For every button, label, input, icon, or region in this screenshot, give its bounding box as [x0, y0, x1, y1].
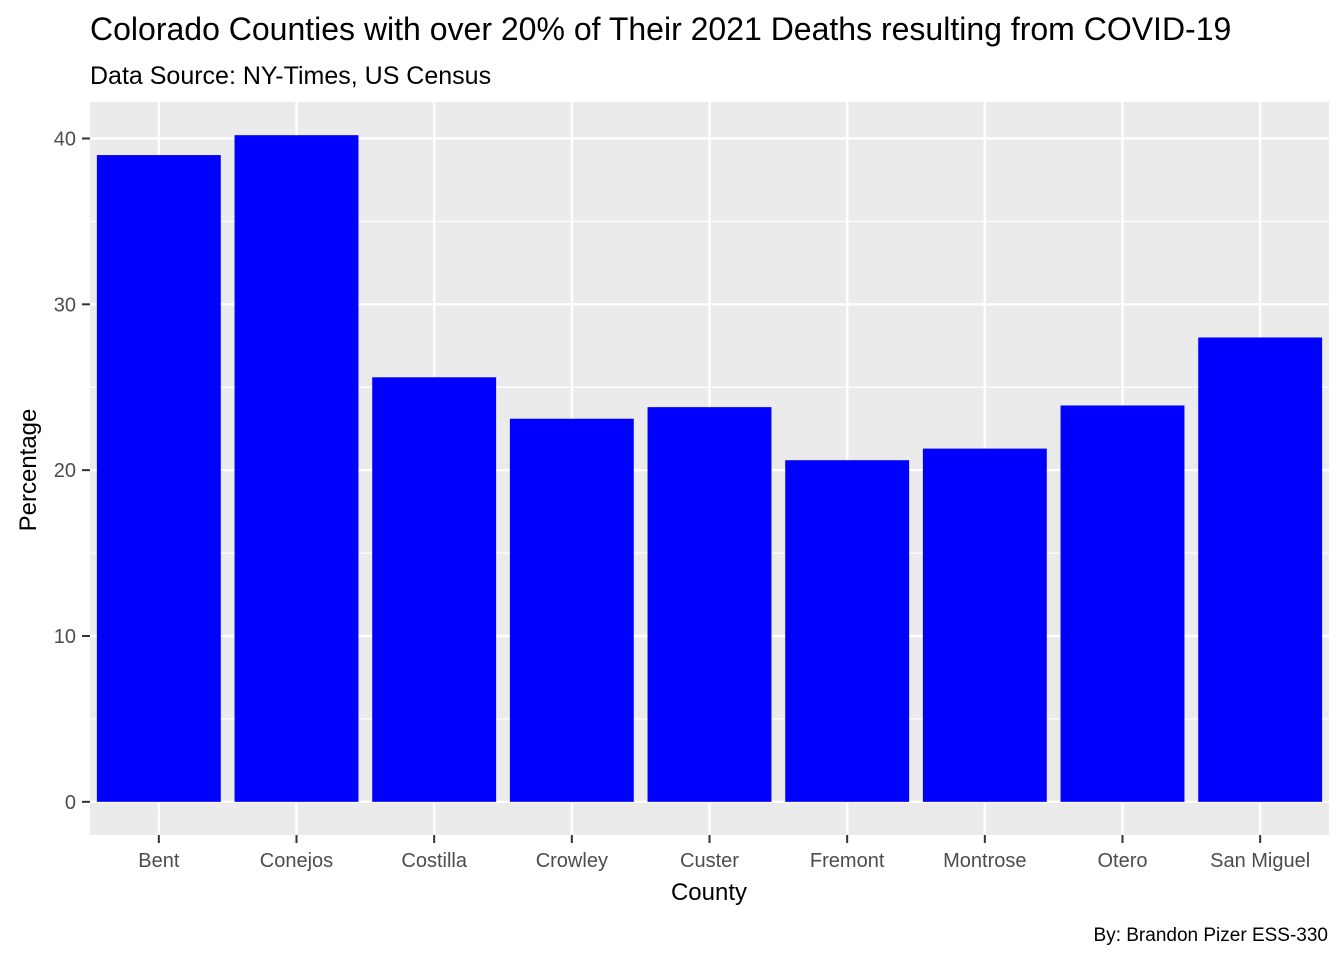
y-axis-title: Percentage	[15, 409, 42, 532]
bar	[647, 407, 772, 802]
chart-subtitle: Data Source: NY-Times, US Census	[90, 62, 491, 90]
y-tick-label: 30	[54, 294, 76, 316]
chart-caption: By: Brandon Pizer ESS-330	[1094, 925, 1328, 946]
bars	[96, 135, 1323, 802]
x-tick-label: Otero	[1097, 850, 1147, 872]
x-tick-label: Costilla	[401, 850, 467, 872]
y-tick-label: 0	[65, 792, 76, 814]
bar	[372, 377, 497, 802]
x-tick-label: Custer	[680, 850, 739, 872]
x-tick-label: Bent	[138, 850, 180, 872]
y-tick-label: 40	[54, 128, 76, 150]
bar	[922, 448, 1047, 802]
x-axis-ticks: Bent Conejos Costilla Crowley Custer Fremont M…	[138, 835, 1310, 872]
y-tick-label: 20	[54, 460, 76, 482]
x-tick-label: Fremont	[810, 850, 885, 872]
y-tick-label: 10	[54, 626, 76, 648]
x-axis-title: County	[671, 879, 747, 906]
bar	[1198, 337, 1323, 802]
x-tick-label: Crowley	[536, 850, 608, 872]
bar	[234, 135, 359, 802]
bar	[785, 460, 910, 802]
x-tick-label: Conejos	[260, 850, 333, 872]
chart-title: Colorado Counties with over 20% of Their…	[90, 11, 1231, 47]
x-tick-label: San Miguel	[1210, 850, 1310, 872]
x-tick-label: Montrose	[943, 850, 1026, 872]
bar	[1060, 405, 1185, 802]
y-axis-ticks: 0 10 20 30 40	[54, 128, 90, 814]
bar	[96, 155, 221, 802]
bar	[509, 418, 634, 802]
